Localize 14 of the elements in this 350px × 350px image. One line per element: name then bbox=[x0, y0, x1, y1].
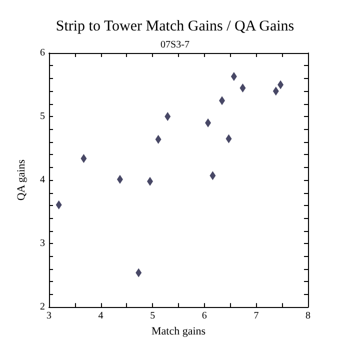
x-tick-label: 4 bbox=[98, 310, 104, 322]
x-tick-label: 7 bbox=[254, 310, 259, 322]
y-axis-title: QA gains bbox=[16, 159, 28, 201]
x-tick-label: 8 bbox=[306, 310, 310, 322]
y-tick-label: 4 bbox=[40, 174, 45, 186]
x-axis-title: Match gains bbox=[151, 326, 206, 338]
y-tick-label: 2 bbox=[40, 302, 45, 313]
x-tick-label: 5 bbox=[150, 310, 156, 322]
x-tick-label: 6 bbox=[202, 310, 207, 322]
y-tick-label: 5 bbox=[40, 111, 45, 122]
y-tick-label: 3 bbox=[40, 238, 45, 250]
chart-subtitle: 07S3-7 bbox=[160, 40, 190, 50]
y-tick-label: 6 bbox=[40, 48, 45, 58]
chart-title: Strip to Tower Match Gains / QA Gains bbox=[56, 18, 294, 34]
